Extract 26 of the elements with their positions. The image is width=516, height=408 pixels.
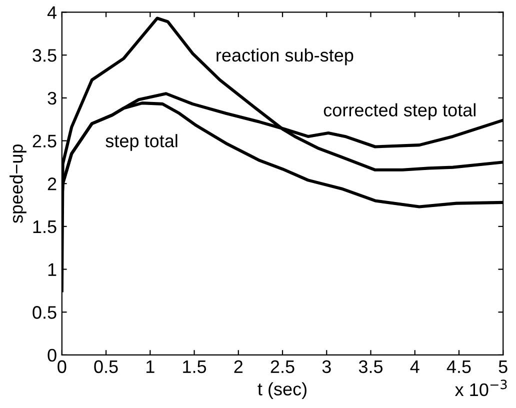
x-tick-label: 5 bbox=[498, 360, 508, 374]
y-tick-label: 1.5 bbox=[33, 220, 56, 234]
y-tick-label: 3.5 bbox=[32, 49, 56, 62]
text: x 10$^{−3}$ bbox=[455, 380, 507, 396]
x-tick-label: 4 bbox=[410, 360, 420, 373]
series-label: reaction sub-step bbox=[216, 48, 354, 66]
x-tick-label: 2.5 bbox=[270, 360, 294, 374]
x-tick-label: 0.5 bbox=[94, 360, 118, 374]
y-tick-label: 1 bbox=[48, 263, 56, 276]
x-tick-label: 4.5 bbox=[446, 360, 471, 374]
y-tick-label: 0 bbox=[48, 348, 56, 362]
y-tick-label: 2 bbox=[48, 178, 56, 190]
x-tick-label: 3.5 bbox=[358, 360, 383, 374]
y-tick-label: 2.5 bbox=[32, 134, 56, 148]
x-tick-label: 0 bbox=[58, 360, 66, 374]
x-tick-label: 1 bbox=[146, 360, 154, 373]
series-label: corrected step total bbox=[324, 103, 476, 120]
y-tick-label: 3 bbox=[48, 92, 56, 105]
y-tick-label: 4 bbox=[47, 6, 57, 19]
x-tick-label: 1.5 bbox=[183, 360, 206, 374]
series-label: step total bbox=[106, 134, 178, 151]
y-axis-title: speed−up bbox=[10, 144, 26, 224]
x-axis-title: t (sec) bbox=[258, 382, 306, 400]
x-tick-label: 3 bbox=[322, 360, 331, 374]
x-tick-label: 2 bbox=[234, 360, 243, 373]
y-tick-label: 0.5 bbox=[32, 306, 56, 319]
